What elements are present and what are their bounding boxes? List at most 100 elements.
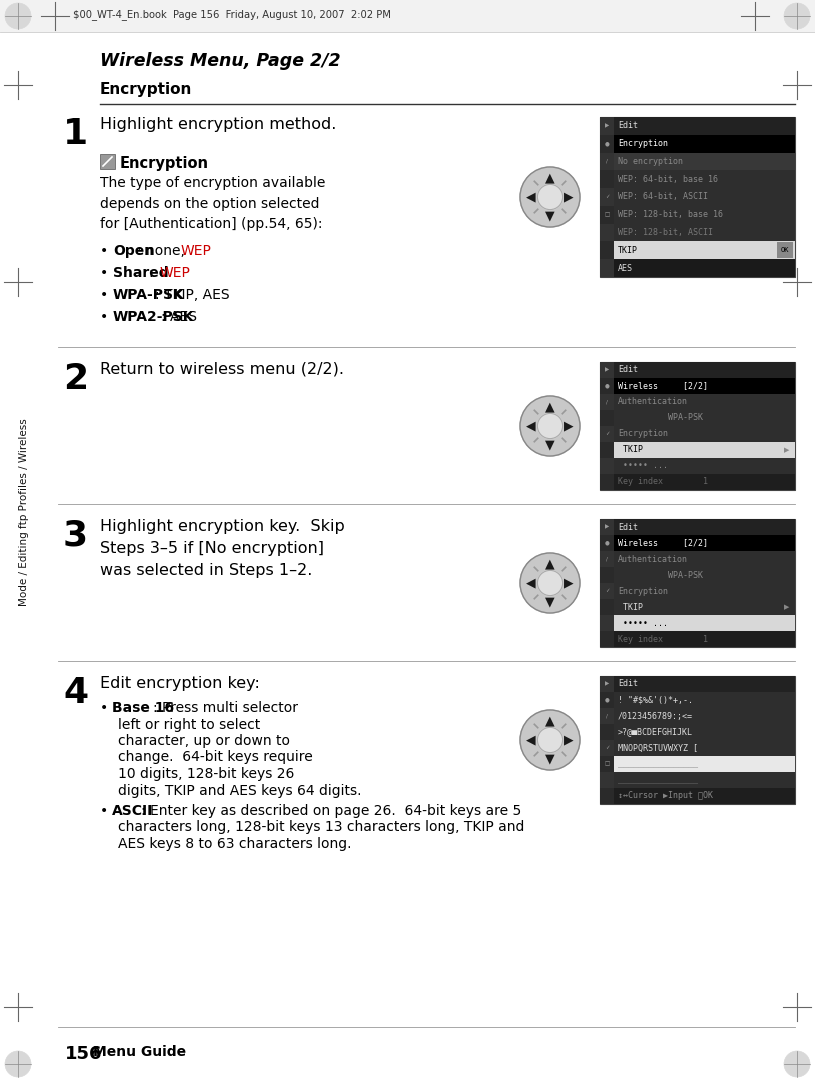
Text: ▶: ▶ bbox=[565, 577, 574, 590]
Bar bbox=[614, 756, 795, 771]
Text: •: • bbox=[100, 266, 108, 280]
Text: Encryption: Encryption bbox=[618, 140, 668, 148]
Bar bbox=[777, 242, 793, 259]
Bar bbox=[0, 0, 815, 32]
Bar bbox=[600, 771, 614, 788]
Text: □: □ bbox=[605, 212, 610, 217]
Text: Base 16: Base 16 bbox=[112, 701, 174, 715]
Text: ▶: ▶ bbox=[605, 525, 609, 529]
Text: •: • bbox=[100, 288, 108, 302]
Text: No encryption: No encryption bbox=[618, 157, 683, 166]
Text: left or right to select: left or right to select bbox=[118, 717, 260, 731]
Circle shape bbox=[520, 167, 580, 227]
Bar bbox=[614, 599, 795, 615]
Text: 156: 156 bbox=[65, 1045, 103, 1063]
Text: >?@■BCDEFGHIJKL: >?@■BCDEFGHIJKL bbox=[618, 727, 693, 737]
Text: MNOPQRSTUVWXYZ [: MNOPQRSTUVWXYZ [ bbox=[618, 743, 698, 752]
Text: WPA-PSK: WPA-PSK bbox=[113, 288, 185, 302]
Text: Menu Guide: Menu Guide bbox=[93, 1045, 186, 1059]
Bar bbox=[614, 551, 795, 567]
Bar bbox=[614, 426, 795, 443]
Bar bbox=[600, 519, 795, 647]
Text: TKIP: TKIP bbox=[618, 246, 638, 255]
Text: ▶: ▶ bbox=[605, 123, 609, 129]
Text: TKIP: TKIP bbox=[618, 603, 643, 611]
Text: WEP: 64-bit, base 16: WEP: 64-bit, base 16 bbox=[618, 174, 718, 184]
Text: AES keys 8 to 63 characters long.: AES keys 8 to 63 characters long. bbox=[118, 837, 351, 852]
Bar bbox=[614, 535, 795, 551]
Text: Edit encryption key:: Edit encryption key: bbox=[100, 676, 260, 691]
Bar bbox=[600, 474, 614, 490]
Text: ▶: ▶ bbox=[605, 368, 609, 372]
Text: Mode / Editing ftp Profiles / Wireless: Mode / Editing ftp Profiles / Wireless bbox=[19, 418, 29, 606]
Text: Return to wireless menu (2/2).: Return to wireless menu (2/2). bbox=[100, 362, 344, 377]
Bar bbox=[614, 740, 795, 756]
Bar bbox=[614, 153, 795, 170]
Text: ▲: ▲ bbox=[545, 557, 555, 570]
Text: AES: AES bbox=[618, 264, 633, 273]
Text: ●: ● bbox=[605, 698, 610, 702]
Text: ✓: ✓ bbox=[605, 432, 610, 436]
Bar bbox=[600, 188, 614, 206]
Text: change.  64-bit keys require: change. 64-bit keys require bbox=[118, 751, 313, 765]
Bar bbox=[600, 135, 614, 153]
Text: Edit: Edit bbox=[618, 523, 638, 531]
Text: Authentication: Authentication bbox=[618, 554, 688, 564]
Bar bbox=[614, 583, 795, 599]
Text: ✓: ✓ bbox=[605, 589, 610, 594]
Bar bbox=[600, 117, 795, 277]
Bar bbox=[600, 241, 614, 260]
Bar bbox=[600, 708, 614, 724]
Text: ▼: ▼ bbox=[545, 210, 555, 223]
Bar bbox=[600, 788, 614, 804]
Text: Edit: Edit bbox=[618, 366, 638, 374]
Circle shape bbox=[5, 3, 31, 29]
Bar bbox=[600, 551, 614, 567]
Text: TKIP: TKIP bbox=[618, 446, 643, 454]
Bar bbox=[614, 615, 795, 631]
Text: $00_WT-4_En.book  Page 156  Friday, August 10, 2007  2:02 PM: $00_WT-4_En.book Page 156 Friday, August… bbox=[73, 10, 391, 21]
Text: 2: 2 bbox=[63, 362, 88, 396]
Text: ▶: ▶ bbox=[565, 420, 574, 433]
Bar bbox=[614, 394, 795, 410]
Bar bbox=[614, 206, 795, 224]
Bar bbox=[600, 260, 614, 277]
Circle shape bbox=[520, 553, 580, 613]
Circle shape bbox=[784, 1051, 810, 1077]
Text: WEP: 128-bit, ASCII: WEP: 128-bit, ASCII bbox=[618, 228, 713, 237]
Text: : none,: : none, bbox=[137, 245, 189, 258]
Text: /0123456789:;<=: /0123456789:;<= bbox=[618, 712, 693, 721]
Text: digits, TKIP and AES keys 64 digits.: digits, TKIP and AES keys 64 digits. bbox=[118, 783, 362, 797]
Text: WPA-PSK: WPA-PSK bbox=[618, 413, 703, 422]
Bar bbox=[600, 599, 614, 615]
Bar bbox=[614, 519, 795, 535]
Text: WEP: 64-bit, ASCII: WEP: 64-bit, ASCII bbox=[618, 193, 708, 201]
Circle shape bbox=[537, 184, 562, 210]
Circle shape bbox=[537, 727, 562, 753]
Bar bbox=[614, 788, 795, 804]
Bar bbox=[600, 426, 614, 443]
Bar bbox=[614, 692, 795, 708]
Text: ●: ● bbox=[605, 541, 610, 545]
Text: Key index        1: Key index 1 bbox=[618, 634, 708, 644]
Text: •: • bbox=[100, 804, 108, 818]
Text: Key index        1: Key index 1 bbox=[618, 477, 708, 487]
Bar bbox=[600, 519, 614, 535]
Text: ▶: ▶ bbox=[784, 604, 789, 610]
Text: ▶: ▶ bbox=[565, 734, 574, 747]
Bar bbox=[614, 676, 795, 692]
Text: Open: Open bbox=[113, 245, 154, 258]
Text: ▲: ▲ bbox=[545, 714, 555, 727]
Bar bbox=[600, 224, 614, 241]
Text: ↕↔Cursor ▶Input ⒿOK: ↕↔Cursor ▶Input ⒿOK bbox=[618, 792, 713, 801]
Bar bbox=[600, 631, 614, 647]
Bar bbox=[100, 154, 115, 169]
Bar bbox=[614, 771, 795, 788]
Text: /: / bbox=[606, 556, 608, 562]
Text: ________________: ________________ bbox=[618, 760, 698, 768]
Circle shape bbox=[5, 1051, 31, 1077]
Text: Wireless     [2/2]: Wireless [2/2] bbox=[618, 539, 708, 547]
Bar bbox=[600, 615, 614, 631]
Text: Encryption: Encryption bbox=[100, 82, 192, 97]
Circle shape bbox=[537, 570, 562, 595]
